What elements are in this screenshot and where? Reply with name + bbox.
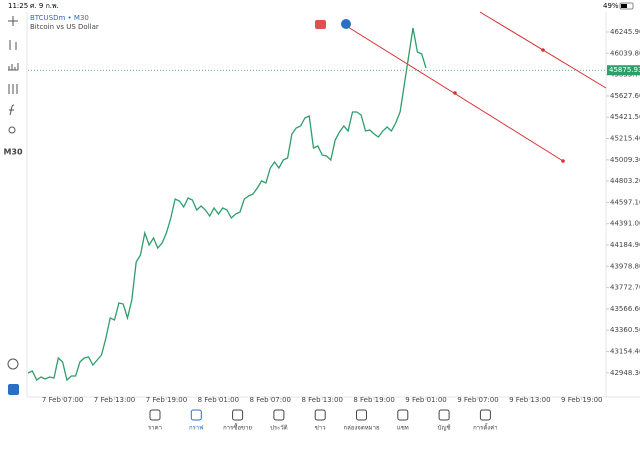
shapes-tool[interactable]: [8, 126, 16, 134]
y-tick-label: 46039.80: [610, 49, 640, 57]
nav-icon[interactable]: [314, 409, 326, 421]
y-tick-label: 45009.30: [610, 156, 640, 164]
y-tick-label: 46245.90: [610, 28, 640, 36]
current-price-box: [607, 65, 640, 76]
y-tick-label: 43978.80: [610, 262, 640, 270]
crosshair-tool[interactable]: [8, 16, 18, 26]
bottom-nav: ราคา กราฟ การซื้อขาย ประวัติ ข่าว กล่องจดหมาย…: [148, 409, 498, 432]
function-tool[interactable]: [9, 104, 15, 116]
nav-label[interactable]: ข่าว: [315, 425, 326, 432]
y-tick-label: 43772.70: [610, 284, 640, 292]
y-tick-label: 43566.60: [610, 305, 640, 313]
nav-icon[interactable]: [479, 409, 491, 421]
trend-point: [453, 91, 457, 95]
battery-level: [621, 4, 627, 8]
y-tick-label: 45627.60: [610, 92, 640, 100]
nav-label[interactable]: การซื้อขาย: [223, 422, 252, 432]
status-battery: 49%: [603, 2, 619, 10]
app-logo: [8, 384, 19, 395]
nav-icon[interactable]: [356, 409, 367, 421]
status-time: 11:25: [8, 2, 28, 10]
nav-icon[interactable]: [438, 409, 450, 421]
x-tick-label: 9 Feb 19:00: [561, 396, 602, 404]
y-tick-label: 43360.50: [610, 326, 640, 334]
y-tick-label: 45421.50: [610, 113, 640, 121]
x-tick-label: 7 Feb 19:00: [146, 396, 187, 404]
x-tick-label: 8 Feb 07:00: [250, 396, 291, 404]
y-tick-label: 44803.20: [610, 177, 640, 185]
nav-icon[interactable]: [149, 409, 161, 421]
status-date: ศ. 9 ก.พ.: [30, 2, 59, 10]
nav-label[interactable]: แชท: [397, 425, 409, 432]
plot: 45875.93: [27, 27, 640, 382]
x-tick-label: 9 Feb 13:00: [509, 396, 550, 404]
x-tick-label: 7 Feb 13:00: [94, 396, 135, 404]
price-line: [27, 27, 427, 382]
signal-icon[interactable]: [341, 19, 351, 29]
nav-icon[interactable]: [232, 409, 244, 421]
left-toolbar: [7, 16, 19, 370]
x-tick-label: 8 Feb 19:00: [353, 396, 394, 404]
nav-label[interactable]: กล่องจดหมาย: [343, 425, 379, 432]
trend-point: [561, 159, 565, 163]
current-price-label: 45875.93: [609, 66, 640, 74]
trade-button[interactable]: [315, 20, 326, 29]
x-tick-label: 8 Feb 01:00: [198, 396, 239, 404]
nav-label[interactable]: กราฟ: [189, 425, 203, 432]
nav-label[interactable]: ประวัติ: [270, 425, 288, 432]
battery-icon: [619, 2, 634, 10]
trend-point: [541, 48, 545, 52]
indicator-tool[interactable]: [8, 63, 19, 71]
nav-icon[interactable]: [273, 409, 285, 421]
settings-tool[interactable]: [8, 84, 18, 94]
chart-subtitle: Bitcoin vs US Dollar: [30, 23, 99, 31]
x-tick-label: 8 Feb 13:00: [301, 396, 342, 404]
y-tick-label: 42948.30: [610, 369, 640, 377]
nav-label[interactable]: การตั้งค่า: [473, 422, 497, 432]
chart-title: BTCUSDm • M30: [30, 14, 89, 22]
y-tick-label: 44597.10: [610, 198, 640, 206]
y-tick-label: 44391.00: [610, 220, 640, 228]
zoom-tool[interactable]: [7, 358, 19, 370]
nav-label[interactable]: ราคา: [148, 425, 162, 432]
nav-icon[interactable]: [190, 409, 202, 421]
nav-label[interactable]: บัญชี: [438, 424, 451, 432]
timeframe[interactable]: M30: [3, 148, 23, 157]
y-tick-label: 45215.40: [610, 134, 640, 142]
y-tick-label: 43154.40: [610, 348, 640, 356]
candle-tool[interactable]: [9, 40, 17, 50]
x-tick-label: 9 Feb 01:00: [405, 396, 446, 404]
nav-icon[interactable]: [397, 409, 409, 421]
x-tick-label: 9 Feb 07:00: [457, 396, 498, 404]
x-tick-label: 7 Feb 07:00: [42, 396, 83, 404]
y-tick-label: 44184.90: [610, 241, 640, 249]
